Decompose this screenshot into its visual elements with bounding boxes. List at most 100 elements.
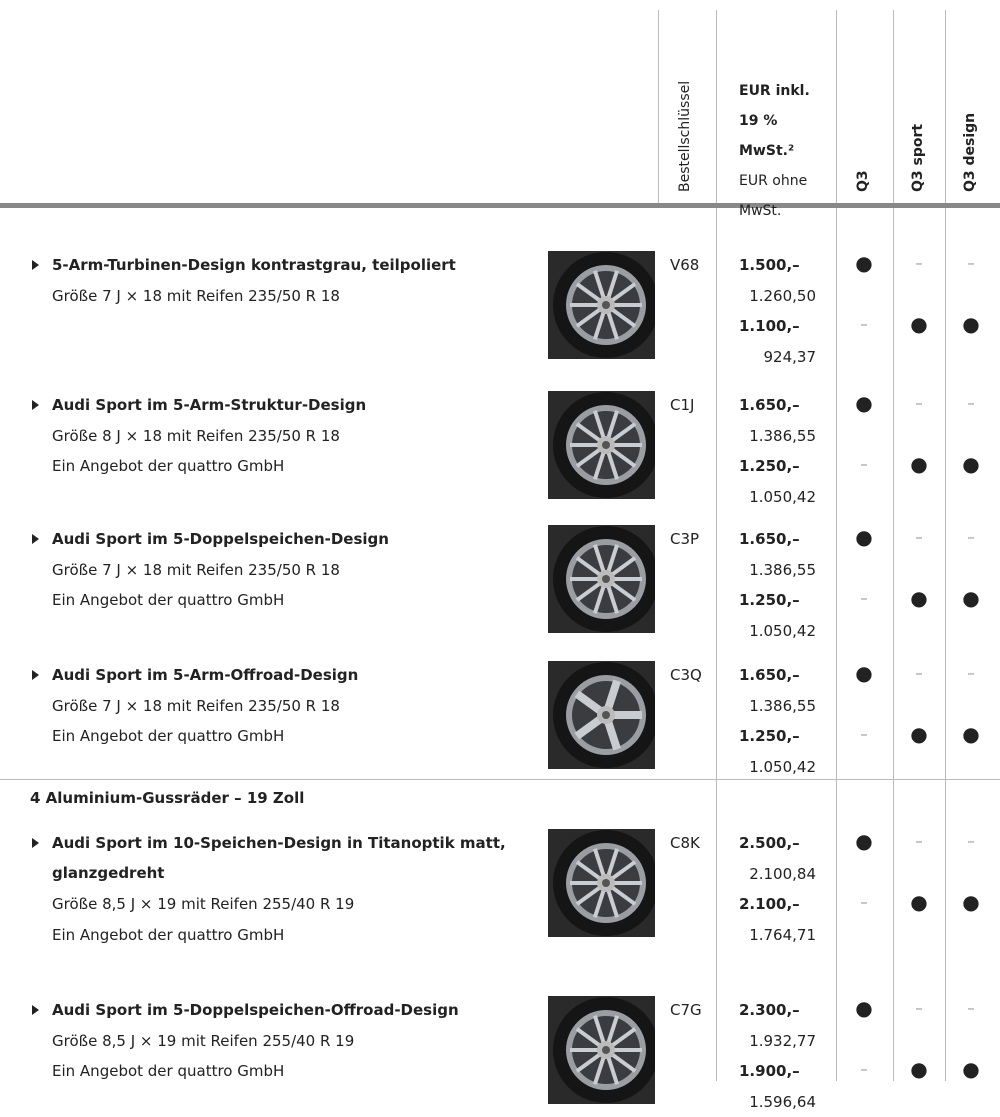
net-price: 1.050,42 xyxy=(749,621,816,640)
section-rule xyxy=(0,779,1000,780)
availability-mark: – xyxy=(915,832,923,850)
gross-price: 1.650,– xyxy=(739,530,800,548)
row-detail: Größe 7 J × 18 mit Reifen 235/50 R 18 xyxy=(52,286,340,305)
net-price: 2.100,84 xyxy=(749,864,816,883)
model-header: Q3 xyxy=(855,170,871,192)
column-divider xyxy=(658,10,659,205)
availability-mark: ● xyxy=(910,722,928,746)
column-divider xyxy=(893,10,894,1081)
row-title: Audi Sport im 5-Doppelspeichen-Offroad-D… xyxy=(52,1001,459,1019)
row-title: Audi Sport im 5-Arm-Struktur-Design xyxy=(52,396,367,414)
row-title: Audi Sport im 5-Doppelspeichen-Design xyxy=(52,530,389,548)
gross-price: 1.650,– xyxy=(739,666,800,684)
availability-mark: – xyxy=(860,893,868,911)
order-code: C7G xyxy=(670,1001,702,1019)
column-divider xyxy=(836,10,837,1081)
availability-mark: ● xyxy=(962,586,980,610)
gross-price: 1.650,– xyxy=(739,396,800,414)
availability-mark: – xyxy=(915,254,923,272)
bullet xyxy=(32,534,39,544)
availability-mark: ● xyxy=(855,661,873,685)
availability-mark: – xyxy=(967,999,975,1017)
net-price: 1.596,64 xyxy=(749,1092,816,1111)
row-detail: Ein Angebot der quattro GmbH xyxy=(52,591,285,609)
wheel-image xyxy=(548,525,655,633)
price-header: EUR inkl. 19 % MwSt.² EUR ohne MwSt. xyxy=(739,76,834,226)
availability-mark: ● xyxy=(855,829,873,853)
order-code: C1J xyxy=(670,396,695,414)
availability-mark: – xyxy=(967,394,975,412)
availability-mark: ● xyxy=(962,452,980,476)
availability-mark: – xyxy=(860,315,868,333)
availability-mark: – xyxy=(915,394,923,412)
wheel-image xyxy=(548,251,655,359)
availability-mark: – xyxy=(915,528,923,546)
net-price: 1.050,42 xyxy=(749,757,816,776)
row-detail: Ein Angebot der quattro GmbH xyxy=(52,925,285,944)
gross-price: 1.100,– xyxy=(739,317,800,335)
order-code: C3P xyxy=(670,530,700,548)
row-detail: Größe 8,5 J × 19 mit Reifen 255/40 R 19 xyxy=(52,1031,355,1050)
availability-mark: ● xyxy=(855,391,873,415)
row-title: 5-Arm-Turbinen-Design kontrastgrau, teil… xyxy=(52,256,456,274)
row-detail: Ein Angebot der quattro GmbH xyxy=(52,727,285,745)
availability-mark: – xyxy=(860,1060,868,1078)
availability-mark: ● xyxy=(962,312,980,336)
net-price: 924,37 xyxy=(763,347,817,366)
availability-mark: – xyxy=(967,254,975,272)
gross-price: 1.250,– xyxy=(739,591,800,609)
bullet xyxy=(32,838,39,848)
availability-mark: – xyxy=(967,528,975,546)
availability-mark: ● xyxy=(910,312,928,336)
gross-price: 1.250,– xyxy=(739,727,800,745)
availability-mark: ● xyxy=(962,722,980,746)
availability-mark: ● xyxy=(910,586,928,610)
row-detail: Größe 8,5 J × 19 mit Reifen 255/40 R 19 xyxy=(52,895,355,913)
gross-price: 1.900,– xyxy=(739,1062,800,1080)
availability-mark: – xyxy=(915,999,923,1017)
gross-price: 2.100,– xyxy=(739,895,800,913)
header-rule xyxy=(0,203,1000,208)
net-price: 1.386,55 xyxy=(749,560,816,579)
net-header: EUR ohne MwSt. xyxy=(739,173,808,219)
column-divider xyxy=(945,10,946,1081)
availability-mark: – xyxy=(860,725,868,743)
row-detail: Größe 8 J × 18 mit Reifen 235/50 R 18 xyxy=(52,426,340,445)
column-divider xyxy=(716,10,717,1081)
wheel-image xyxy=(548,391,655,499)
row-detail: Ein Angebot der quattro GmbH xyxy=(52,1062,285,1080)
model-header: Q3 design xyxy=(962,112,978,192)
net-price: 1.260,50 xyxy=(749,286,816,305)
wheel-image xyxy=(548,829,655,937)
page: {"header":{"code_label":"Bestellschlüsse… xyxy=(0,10,1000,1111)
wheel-image xyxy=(548,996,655,1104)
row-detail: Größe 7 J × 18 mit Reifen 235/50 R 18 xyxy=(52,696,340,715)
net-price: 1.932,77 xyxy=(749,1031,816,1050)
net-price: 1.386,55 xyxy=(749,696,816,715)
availability-mark: ● xyxy=(910,452,928,476)
row-detail: Ein Angebot der quattro GmbH xyxy=(52,457,285,475)
bullet xyxy=(32,670,39,680)
gross-header: EUR inkl. 19 % MwSt.² xyxy=(739,83,810,159)
net-price: 1.050,42 xyxy=(749,487,816,506)
availability-mark: ● xyxy=(855,996,873,1020)
wheel-image xyxy=(548,661,655,769)
row-title: Audi Sport im 10-Speichen-Design in Tita… xyxy=(52,834,506,882)
availability-mark: ● xyxy=(910,890,928,914)
availability-mark: – xyxy=(915,664,923,682)
availability-mark: ● xyxy=(855,251,873,275)
net-price: 1.386,55 xyxy=(749,426,816,445)
net-price: 1.764,71 xyxy=(749,925,816,944)
availability-mark: ● xyxy=(910,1057,928,1081)
availability-mark: – xyxy=(860,455,868,473)
row-title: Audi Sport im 5-Arm-Offroad-Design xyxy=(52,666,359,684)
availability-mark: – xyxy=(967,664,975,682)
bullet xyxy=(32,1005,39,1015)
section-heading: 4 Aluminium-Gussräder – 19 Zoll xyxy=(30,789,305,807)
bullet xyxy=(32,260,39,270)
gross-price: 2.300,– xyxy=(739,1001,800,1019)
gross-price: 1.250,– xyxy=(739,457,800,475)
code-header: Bestellschlüssel xyxy=(677,80,693,192)
availability-mark: – xyxy=(860,589,868,607)
availability-mark: ● xyxy=(962,1057,980,1081)
